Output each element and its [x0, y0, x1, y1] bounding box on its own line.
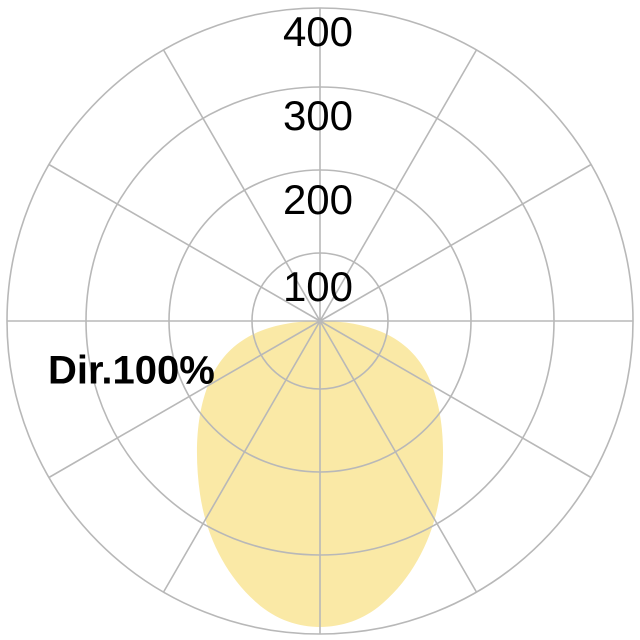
- spoke-60deg: [319, 320, 592, 479]
- ring-400: [6, 7, 634, 635]
- spoke-300deg: [48, 320, 321, 479]
- radial-gridlines: [6, 7, 634, 635]
- spoke-210deg: [162, 49, 321, 322]
- ring-label-300: 300: [283, 92, 353, 139]
- ring-300: [85, 86, 555, 556]
- direct-ratio-label: Dir.100%: [48, 349, 215, 393]
- ring-200: [168, 169, 472, 473]
- spoke-150deg: [319, 49, 478, 322]
- ring-label-100: 100: [283, 263, 353, 310]
- spoke-120deg: [319, 163, 592, 322]
- ring-100: [251, 252, 389, 390]
- ring-label-200: 200: [283, 176, 353, 223]
- ring-label-400: 400: [283, 8, 353, 55]
- angular-gridlines: [7, 8, 633, 634]
- spoke-240deg: [48, 163, 321, 322]
- spoke-330deg: [162, 320, 321, 593]
- radial-tick-labels: 100 200 300 400: [283, 8, 353, 310]
- spoke-30deg: [319, 320, 478, 593]
